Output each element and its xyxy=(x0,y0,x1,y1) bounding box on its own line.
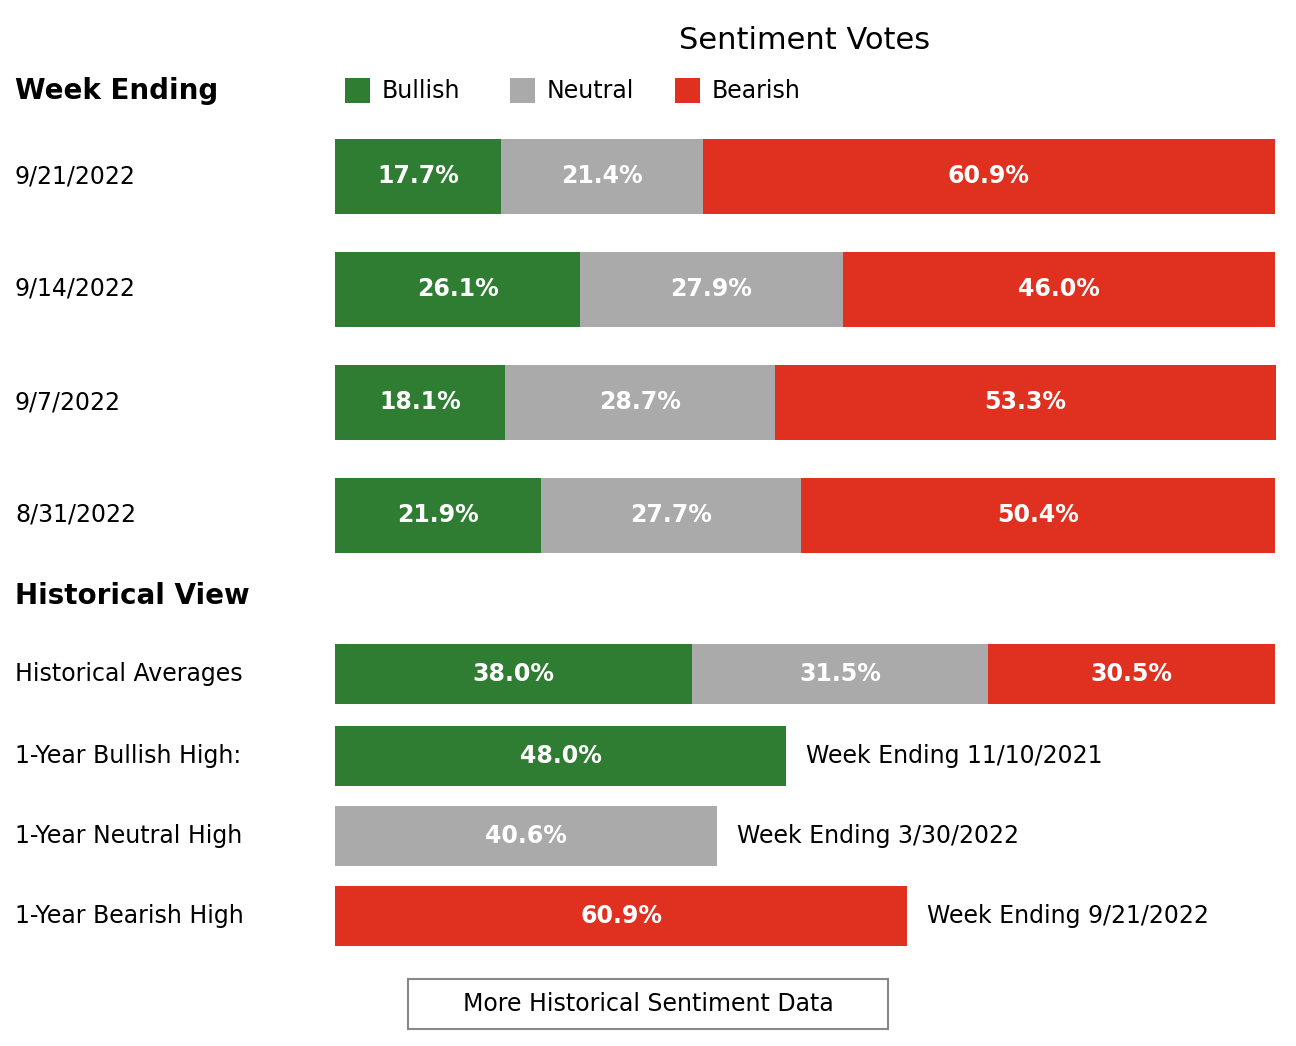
Bar xyxy=(505,364,775,439)
Text: 9/14/2022: 9/14/2022 xyxy=(16,277,136,301)
Bar xyxy=(334,644,692,704)
Bar xyxy=(408,979,888,1029)
Text: 1-Year Neutral High: 1-Year Neutral High xyxy=(16,824,242,848)
Bar xyxy=(775,364,1277,439)
Text: 27.9%: 27.9% xyxy=(670,277,753,301)
Text: 26.1%: 26.1% xyxy=(417,277,499,301)
Text: 40.6%: 40.6% xyxy=(485,824,566,848)
Text: Sentiment Votes: Sentiment Votes xyxy=(679,26,931,55)
Text: 18.1%: 18.1% xyxy=(380,390,461,414)
Bar xyxy=(801,478,1275,552)
Text: 60.9%: 60.9% xyxy=(947,164,1030,188)
Text: 48.0%: 48.0% xyxy=(520,744,601,768)
Text: 9/21/2022: 9/21/2022 xyxy=(16,164,136,188)
Bar xyxy=(511,78,535,104)
Bar xyxy=(692,644,989,704)
Text: 31.5%: 31.5% xyxy=(800,662,881,686)
Bar xyxy=(540,478,801,552)
Bar xyxy=(334,806,717,866)
Text: 53.3%: 53.3% xyxy=(985,390,1067,414)
Text: 21.4%: 21.4% xyxy=(561,164,643,188)
Bar xyxy=(675,78,700,104)
Text: Week Ending 3/30/2022: Week Ending 3/30/2022 xyxy=(736,824,1019,848)
Text: 1-Year Bearish High: 1-Year Bearish High xyxy=(16,904,244,928)
Text: Bullish: Bullish xyxy=(382,79,460,103)
Text: 17.7%: 17.7% xyxy=(377,164,459,188)
Bar xyxy=(334,478,540,552)
Text: 38.0%: 38.0% xyxy=(473,662,555,686)
Text: Historical View: Historical View xyxy=(16,582,250,610)
Text: 1-Year Bullish High:: 1-Year Bullish High: xyxy=(16,744,241,768)
Bar xyxy=(345,78,369,104)
Bar xyxy=(702,138,1275,213)
Bar xyxy=(989,644,1275,704)
Bar xyxy=(334,251,581,326)
Text: 8/31/2022: 8/31/2022 xyxy=(16,503,136,527)
Bar xyxy=(502,138,702,213)
Text: 27.7%: 27.7% xyxy=(630,503,712,527)
Text: 30.5%: 30.5% xyxy=(1091,662,1173,686)
Text: Neutral: Neutral xyxy=(547,79,634,103)
Text: 60.9%: 60.9% xyxy=(581,904,662,928)
Text: Week Ending 11/10/2021: Week Ending 11/10/2021 xyxy=(806,744,1103,768)
Text: 28.7%: 28.7% xyxy=(599,390,680,414)
Text: Historical Averages: Historical Averages xyxy=(16,662,242,686)
Bar xyxy=(334,886,907,946)
Bar xyxy=(334,138,502,213)
Text: Week Ending: Week Ending xyxy=(16,77,218,105)
Bar xyxy=(334,364,505,439)
Bar xyxy=(842,251,1275,326)
Text: 46.0%: 46.0% xyxy=(1017,277,1100,301)
Bar xyxy=(581,251,842,326)
Bar xyxy=(334,726,787,786)
Text: 9/7/2022: 9/7/2022 xyxy=(16,390,121,414)
Text: 21.9%: 21.9% xyxy=(397,503,478,527)
Text: 50.4%: 50.4% xyxy=(997,503,1080,527)
Text: Bearish: Bearish xyxy=(712,79,801,103)
Text: More Historical Sentiment Data: More Historical Sentiment Data xyxy=(463,992,833,1016)
Text: Week Ending 9/21/2022: Week Ending 9/21/2022 xyxy=(928,904,1209,928)
